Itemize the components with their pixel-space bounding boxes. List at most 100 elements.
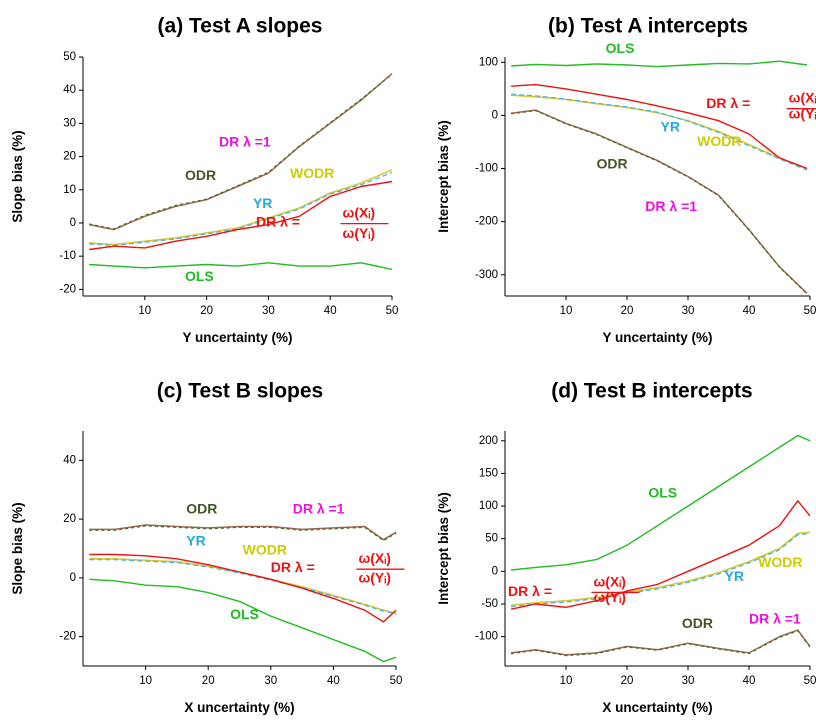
x-tick-label: 40 bbox=[743, 305, 756, 317]
series-annotation-dr: ω(Xᵢ) bbox=[789, 90, 816, 106]
series-line-dr-1 bbox=[89, 525, 397, 542]
x-tick-label: 20 bbox=[200, 305, 213, 317]
chart-panel-1: (a) Test A slopes 10 20 30 40 50 -20 -10 0 10 20 30… bbox=[10, 15, 398, 345]
x-tick-label: 20 bbox=[621, 675, 634, 687]
y-axis-label: Intercept bias (%) bbox=[436, 492, 451, 605]
series-line-odr bbox=[89, 524, 397, 541]
y-tick-label: -100 bbox=[475, 631, 498, 643]
series-line-yr bbox=[89, 559, 397, 615]
y-tick-label: 30 bbox=[63, 117, 76, 129]
x-axis-label: X uncertainty (%) bbox=[602, 700, 712, 715]
series-line-yr bbox=[89, 171, 393, 247]
series-annotation-odr: ODR bbox=[597, 156, 628, 172]
y-tick-label: 0 bbox=[70, 572, 76, 584]
series-annotation-dr: DR λ = bbox=[706, 95, 750, 111]
series-annotation-ols: OLS bbox=[230, 606, 259, 622]
series-annotation-ols: OLS bbox=[606, 40, 635, 56]
series-annotation-odr: ODR bbox=[185, 167, 216, 183]
y-tick-label: 0 bbox=[70, 217, 76, 229]
x-tick-label: 10 bbox=[138, 305, 151, 317]
series-line-dr bbox=[89, 553, 397, 623]
y-axis-label: Slope bias (%) bbox=[10, 502, 25, 594]
x-axis-label: Y uncertainty (%) bbox=[182, 330, 292, 345]
y-tick-label: 10 bbox=[63, 184, 76, 196]
series-annotation-dr: DR λ = bbox=[508, 583, 552, 599]
x-tick-label: 30 bbox=[682, 675, 695, 687]
series-annotation-drl1: DR λ =1 bbox=[219, 134, 271, 150]
series-line-wodr bbox=[511, 531, 811, 607]
series-annotation-drl1: DR λ =1 bbox=[293, 500, 345, 516]
chart-panel-4: (d) Test B intercepts 10 20 30 40 50 -100 -50 0 5… bbox=[436, 380, 816, 715]
chart-title: (d) Test B intercepts bbox=[551, 380, 752, 403]
y-tick-label: 150 bbox=[479, 467, 498, 479]
series-annotation-dr: DR λ = bbox=[271, 559, 315, 575]
x-axis-label: X uncertainty (%) bbox=[184, 700, 294, 715]
series-annotation-dr: ω(Xᵢ) bbox=[358, 550, 390, 566]
series-annotation-dr: ω(Yᵢ) bbox=[343, 225, 375, 241]
series-line-ols bbox=[89, 262, 393, 271]
x-tick-label: 10 bbox=[139, 675, 152, 687]
series-annotation-odr: ODR bbox=[186, 500, 217, 516]
series-annotation-odr: ODR bbox=[682, 615, 713, 631]
series-line-odr bbox=[511, 629, 811, 656]
series-line-dr bbox=[510, 500, 811, 610]
x-tick-label: 40 bbox=[324, 305, 337, 317]
series-line-dr bbox=[89, 180, 393, 251]
x-tick-label: 40 bbox=[327, 675, 340, 687]
y-tick-label: 40 bbox=[63, 84, 76, 96]
y-tick-label: 0 bbox=[492, 109, 498, 121]
series-line-ols bbox=[511, 60, 808, 68]
x-tick-label: 10 bbox=[560, 675, 573, 687]
y-tick-label: -200 bbox=[475, 216, 498, 228]
x-tick-label: 50 bbox=[804, 305, 816, 317]
series-line-ols bbox=[89, 578, 397, 663]
series-line-odr bbox=[89, 73, 393, 231]
series-annotation-yr: YR bbox=[661, 118, 680, 134]
series-annotation-drl1: DR λ =1 bbox=[749, 611, 801, 627]
series-annotation-wodr: WODR bbox=[697, 133, 741, 149]
series-annotation-wodr: WODR bbox=[758, 554, 802, 570]
series-annotation-yr: YR bbox=[253, 195, 272, 211]
chart-title: (b) Test A intercepts bbox=[548, 15, 748, 38]
y-tick-label: 20 bbox=[63, 513, 76, 525]
series-annotation-ols: OLS bbox=[185, 268, 214, 284]
y-tick-label: 100 bbox=[479, 56, 498, 68]
series-line-yr bbox=[511, 93, 808, 171]
series-line-dr bbox=[511, 83, 808, 170]
series-annotation-dr: ω(Xᵢ) bbox=[343, 205, 375, 221]
y-tick-label: 40 bbox=[63, 454, 76, 466]
x-tick-label: 50 bbox=[386, 305, 399, 317]
series-line-ols bbox=[511, 434, 811, 571]
chart-panel-2: (b) Test A intercepts 10 20 30 40 50 -300 -200 -… bbox=[436, 15, 816, 345]
x-axis-label: Y uncertainty (%) bbox=[602, 330, 712, 345]
y-tick-label: 20 bbox=[63, 151, 76, 163]
series-annotation-drl1: DR λ =1 bbox=[645, 198, 697, 214]
x-tick-label: 20 bbox=[202, 675, 215, 687]
y-axis-label: Intercept bias (%) bbox=[436, 120, 451, 233]
series-annotation-ols: OLS bbox=[648, 485, 677, 501]
series-annotation-yr: YR bbox=[186, 533, 205, 549]
series-annotation-wodr: WODR bbox=[243, 541, 287, 557]
y-axis-label: Slope bias (%) bbox=[10, 130, 25, 222]
chart-title: (a) Test A slopes bbox=[158, 15, 323, 38]
x-tick-label: 20 bbox=[621, 305, 634, 317]
series-annotation-dr: ω(Yᵢ) bbox=[789, 106, 816, 122]
y-tick-label: -10 bbox=[59, 250, 76, 262]
y-tick-label: 50 bbox=[63, 51, 76, 63]
series-line-dr-1 bbox=[89, 73, 393, 230]
series-annotation-dr: DR λ = bbox=[256, 213, 300, 229]
y-tick-label: -20 bbox=[59, 283, 76, 295]
x-tick-label: 50 bbox=[804, 675, 816, 687]
y-tick-label: 200 bbox=[479, 435, 498, 447]
x-tick-label: 40 bbox=[743, 675, 756, 687]
series-annotation-dr: ω(Yᵢ) bbox=[358, 569, 390, 585]
series-line-dr-1 bbox=[511, 109, 808, 295]
x-tick-label: 10 bbox=[560, 305, 573, 317]
series-annotation-yr: YR bbox=[725, 568, 744, 584]
y-tick-label: -20 bbox=[59, 631, 76, 643]
series-line-wodr bbox=[89, 169, 393, 246]
x-tick-label: 30 bbox=[264, 675, 277, 687]
chart-panel-3: (c) Test B slopes 10 20 30 40 50 -20 0 20 40 X unc… bbox=[10, 380, 405, 715]
y-tick-label: -300 bbox=[475, 269, 498, 281]
